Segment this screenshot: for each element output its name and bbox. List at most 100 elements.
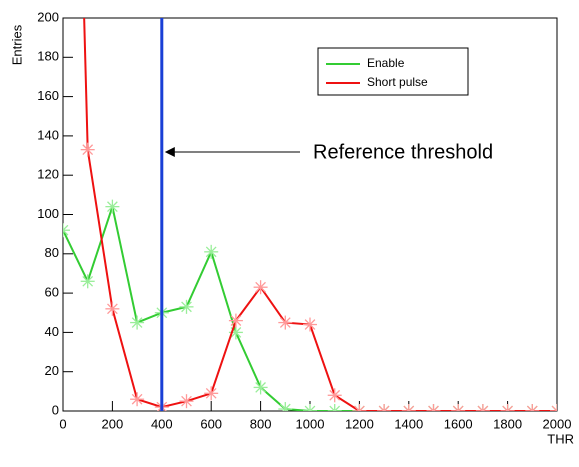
marker-stroke [551, 405, 557, 411]
marker-stroke [82, 275, 94, 287]
marker-stroke [329, 389, 341, 401]
series-marker [303, 317, 317, 332]
y-tick-label: 160 [37, 88, 59, 103]
x-tick-label: 1000 [296, 416, 325, 431]
series-marker [550, 404, 557, 411]
y-axis-label: Entries [9, 24, 24, 65]
series-marker [525, 404, 540, 411]
marker-stroke [131, 393, 143, 405]
series-marker [253, 380, 268, 395]
series-marker [130, 392, 145, 407]
series-marker [204, 386, 219, 401]
marker-stroke [378, 405, 386, 411]
marker-stroke [457, 405, 464, 411]
y-tick-label: 180 [37, 49, 59, 64]
series-marker [451, 404, 466, 411]
series-marker [303, 404, 317, 411]
marker-stroke [63, 229, 69, 236]
marker-stroke [506, 405, 513, 411]
marker-stroke [181, 301, 192, 313]
x-tick-label: 1200 [345, 416, 374, 431]
series-marker [327, 404, 342, 411]
plot-area [63, 18, 557, 411]
marker-stroke [358, 405, 365, 411]
y-tick-label: 80 [45, 245, 59, 260]
series-marker [63, 223, 70, 238]
x-tick-label: 200 [102, 416, 124, 431]
series-marker [204, 244, 219, 259]
marker-stroke [403, 405, 410, 411]
series-marker [105, 199, 120, 214]
marker-stroke [131, 317, 143, 328]
marker-stroke [82, 144, 94, 156]
marker-stroke [63, 224, 69, 232]
series-marker [475, 404, 490, 411]
marker-stroke [304, 319, 316, 330]
series-marker [105, 301, 120, 316]
y-tick-label: 100 [37, 206, 59, 221]
legend-box [317, 47, 469, 96]
marker-stroke [107, 201, 118, 212]
y-tick-label: 40 [45, 324, 59, 339]
series-line [63, 202, 557, 411]
marker-stroke [230, 315, 242, 326]
x-tick-label: 1400 [394, 416, 423, 431]
x-tick-label: 1800 [493, 416, 522, 431]
series-marker [278, 315, 293, 330]
marker-stroke [481, 405, 489, 411]
y-tick-label: 20 [45, 363, 59, 378]
series-marker [426, 404, 441, 411]
marker-stroke [205, 387, 217, 399]
series-marker [80, 142, 95, 157]
x-tick-label: 400 [151, 416, 173, 431]
marker-stroke [333, 405, 341, 411]
marker-stroke [205, 246, 217, 258]
marker-stroke [432, 405, 439, 411]
annotation: Reference threshold [313, 141, 493, 163]
y-tick-label: 140 [37, 127, 59, 142]
marker-stroke [181, 395, 192, 407]
series-marker [130, 315, 145, 330]
series-marker [500, 404, 515, 411]
series-marker [253, 280, 268, 295]
y-tick-label: 120 [37, 167, 59, 182]
marker-stroke [107, 303, 118, 315]
y-tick-label: 200 [37, 9, 59, 24]
marker-stroke [477, 405, 484, 411]
series-marker [80, 274, 95, 289]
series-marker [278, 402, 293, 411]
marker-stroke [354, 405, 361, 411]
series-marker [352, 404, 367, 411]
marker-stroke [255, 281, 266, 293]
marker-stroke [309, 405, 316, 411]
series-marker [179, 394, 194, 409]
legend-label: Short pulse [367, 75, 428, 89]
marker-stroke [383, 405, 390, 411]
x-tick-label: 800 [250, 416, 272, 431]
series-marker [377, 404, 392, 411]
marker-stroke [230, 327, 242, 338]
marker-stroke [502, 405, 509, 411]
marker-stroke [282, 403, 291, 411]
marker-stroke [407, 405, 415, 411]
annotation-arrowhead [164, 147, 175, 157]
marker-stroke [531, 405, 538, 411]
x-tick-label: 0 [59, 416, 66, 431]
y-tick-label: 60 [45, 285, 59, 300]
legend-label: Enable [367, 56, 405, 70]
marker-stroke [279, 317, 291, 328]
x-tick-label: 2000 [543, 416, 572, 431]
marker-stroke [255, 382, 266, 393]
marker-stroke [452, 405, 460, 411]
marker-stroke [428, 405, 435, 411]
marker-stroke [329, 405, 336, 411]
series-marker [401, 404, 416, 411]
y-tick-label: 0 [52, 402, 59, 417]
series-marker [179, 299, 194, 314]
series-marker [327, 388, 342, 403]
x-tick-label: 1600 [444, 416, 473, 431]
marker-stroke [526, 405, 534, 411]
marker-stroke [304, 405, 311, 411]
